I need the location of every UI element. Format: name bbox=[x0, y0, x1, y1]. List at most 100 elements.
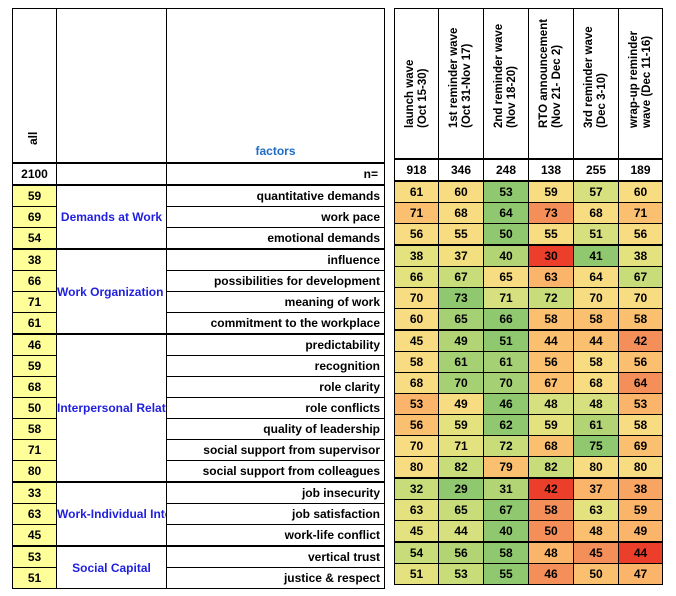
wave-value: 73 bbox=[528, 202, 574, 224]
wave-value: 61 bbox=[573, 414, 619, 436]
wave-value: 50 bbox=[483, 223, 529, 246]
table-row: 61 commitment to the workplace bbox=[12, 312, 385, 335]
wave-value: 67 bbox=[483, 499, 529, 521]
wave-value: 53 bbox=[394, 393, 439, 415]
wave-header: 3rd reminder wave (Dec 3-10) bbox=[573, 8, 619, 160]
wave-value: 49 bbox=[618, 520, 663, 543]
wave-value: 37 bbox=[438, 244, 484, 267]
table-row: 70 73 71 72 70 70 bbox=[394, 287, 663, 309]
wave-value: 51 bbox=[483, 329, 529, 352]
wave-value: 51 bbox=[573, 223, 619, 246]
table-row: 71 social support from supervisor bbox=[12, 439, 385, 461]
wave-value: 80 bbox=[618, 456, 663, 479]
wave-value: 45 bbox=[394, 329, 439, 352]
factor-label: social support from colleagues bbox=[166, 460, 385, 483]
wave-value: 70 bbox=[618, 287, 663, 309]
all-value: 54 bbox=[12, 227, 57, 250]
wave-value: 31 bbox=[483, 477, 529, 500]
wave-value: 38 bbox=[618, 244, 663, 267]
wave-value: 50 bbox=[528, 520, 574, 543]
wave-value: 71 bbox=[394, 202, 439, 224]
wave-value: 63 bbox=[573, 499, 619, 521]
wave-value: 70 bbox=[438, 372, 484, 394]
all-value: 38 bbox=[12, 248, 57, 271]
factor-label: quantitative demands bbox=[166, 184, 385, 207]
wave-value: 61 bbox=[483, 351, 529, 373]
wave-value: 68 bbox=[528, 435, 574, 457]
wave-value: 58 bbox=[618, 308, 663, 331]
factor-label: role conflicts bbox=[166, 397, 385, 419]
wave-value: 44 bbox=[618, 541, 663, 564]
wave-header: RTO announcement (Nov 21- Dec 2) bbox=[528, 8, 574, 160]
factor-label: possibilities for development bbox=[166, 270, 385, 292]
table-row: 61 60 53 59 57 60 bbox=[394, 180, 663, 203]
wave-value: 80 bbox=[394, 456, 439, 479]
table-row: 45 44 40 50 48 49 bbox=[394, 520, 663, 543]
wave-value: 56 bbox=[528, 351, 574, 373]
wave-header: wrap-up reminder wave (Dec 11-16) bbox=[618, 8, 663, 160]
wave-n: 346 bbox=[438, 158, 484, 182]
wave-header-label: wrap-up reminder wave (Dec 11-16) bbox=[628, 30, 653, 128]
wave-value: 75 bbox=[573, 435, 619, 457]
wave-value: 61 bbox=[438, 351, 484, 373]
wave-value: 65 bbox=[438, 499, 484, 521]
wave-header-label: launch wave (Oct 15-30) bbox=[404, 59, 429, 128]
wave-value: 58 bbox=[528, 308, 574, 331]
table-row: 80 social support from colleagues bbox=[12, 460, 385, 483]
wave-value: 40 bbox=[483, 520, 529, 543]
table-row: 32 29 31 42 37 38 bbox=[394, 477, 663, 500]
wave-value: 48 bbox=[573, 520, 619, 543]
all-value: 71 bbox=[12, 439, 57, 461]
wave-value: 30 bbox=[528, 244, 574, 267]
all-value: 80 bbox=[12, 460, 57, 483]
wave-value: 71 bbox=[483, 287, 529, 309]
wave-value: 54 bbox=[394, 541, 439, 564]
all-value: 51 bbox=[12, 567, 57, 589]
table-row: 66 67 65 63 64 67 bbox=[394, 266, 663, 288]
factor-label: meaning of work bbox=[166, 291, 385, 313]
wave-value: 37 bbox=[573, 477, 619, 500]
all-value: 61 bbox=[12, 312, 57, 335]
factor-label: work pace bbox=[166, 206, 385, 228]
table-row: 70 71 72 68 75 69 bbox=[394, 435, 663, 457]
wave-value: 67 bbox=[528, 372, 574, 394]
wave-value: 70 bbox=[573, 287, 619, 309]
wave-value: 42 bbox=[528, 477, 574, 500]
table-row: 63 job satisfaction bbox=[12, 503, 385, 525]
wave-header-label: 1st reminder wave (Oct 31-Nov 17) bbox=[448, 27, 473, 128]
factor-label: job satisfaction bbox=[166, 503, 385, 525]
factor-label: role clarity bbox=[166, 376, 385, 398]
wave-value: 56 bbox=[394, 414, 439, 436]
all-value: 59 bbox=[12, 355, 57, 377]
wave-value: 68 bbox=[573, 372, 619, 394]
factor-label: influence bbox=[166, 248, 385, 271]
wave-value: 70 bbox=[394, 287, 439, 309]
wave-n: 138 bbox=[528, 158, 574, 182]
wave-value: 56 bbox=[618, 223, 663, 246]
wave-value: 44 bbox=[438, 520, 484, 543]
wave-value: 63 bbox=[394, 499, 439, 521]
group-label: Social Capital bbox=[56, 545, 167, 589]
group-label: Demands at Work bbox=[56, 184, 167, 250]
wave-value: 73 bbox=[438, 287, 484, 309]
wave-value: 55 bbox=[483, 563, 529, 585]
group-column-header bbox=[56, 8, 167, 164]
factor-label: job insecurity bbox=[166, 481, 385, 504]
wave-value: 56 bbox=[394, 223, 439, 246]
table-row: 71 68 64 73 68 71 bbox=[394, 202, 663, 224]
wave-value: 48 bbox=[528, 393, 574, 415]
wave-value: 64 bbox=[618, 372, 663, 394]
wave-value: 70 bbox=[483, 372, 529, 394]
wave-value: 64 bbox=[573, 266, 619, 288]
group-label: Work Organization and Job Content bbox=[56, 248, 167, 335]
all-value: 50 bbox=[12, 397, 57, 419]
wave-value: 60 bbox=[618, 180, 663, 203]
wave-value: 67 bbox=[438, 266, 484, 288]
factor-label: commitment to the workplace bbox=[166, 312, 385, 335]
wave-value: 68 bbox=[394, 372, 439, 394]
wave-value: 58 bbox=[618, 414, 663, 436]
wave-value: 58 bbox=[573, 351, 619, 373]
